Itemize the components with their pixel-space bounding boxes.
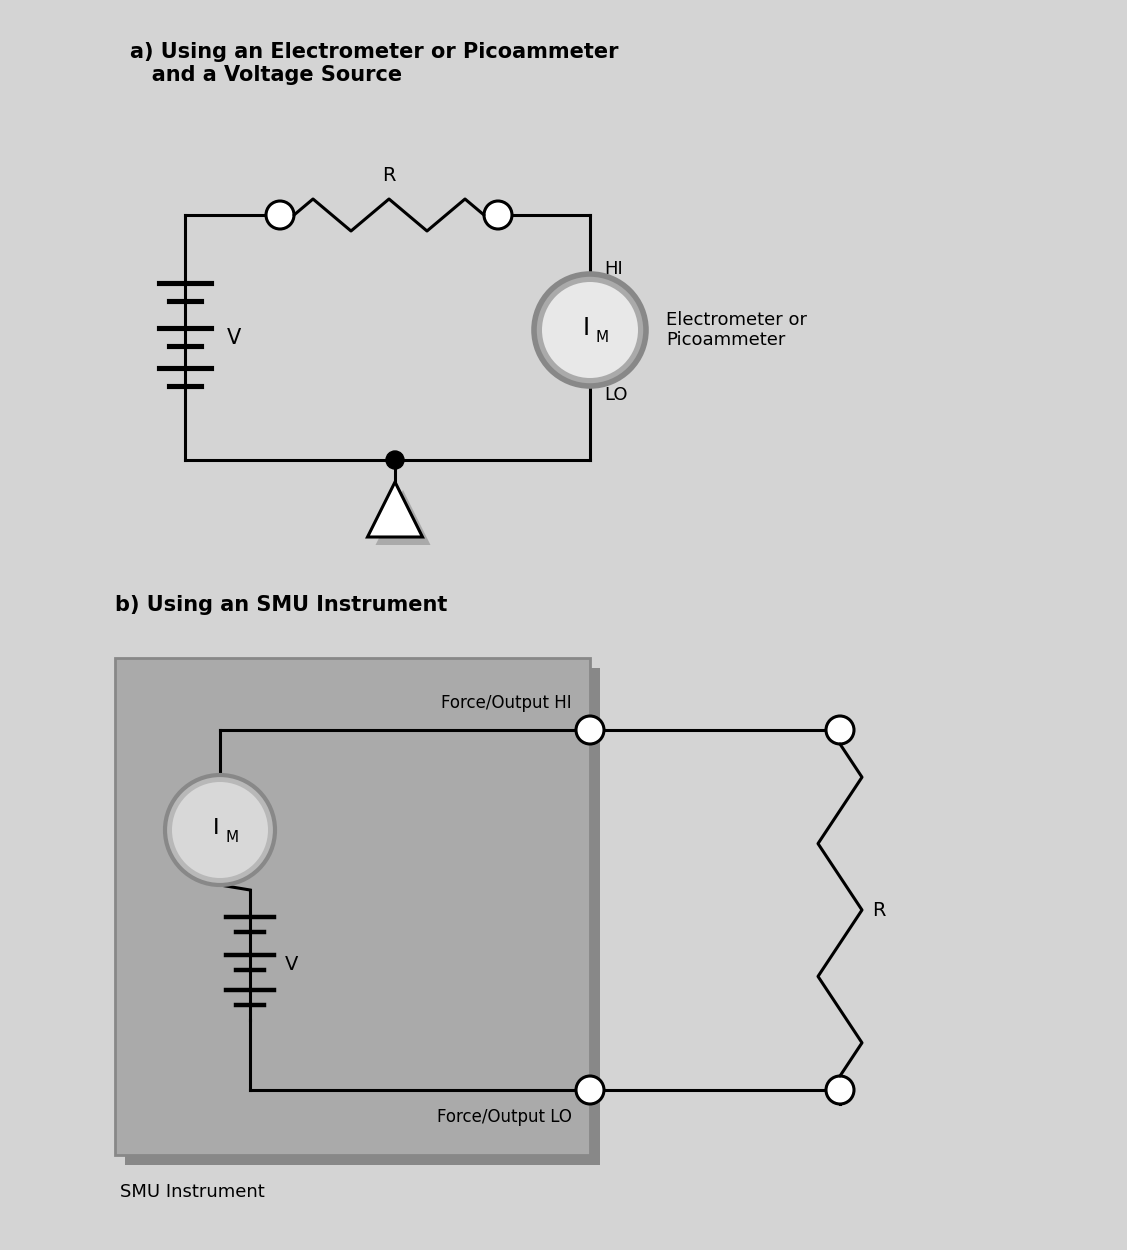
Text: I: I — [583, 316, 589, 340]
Text: M: M — [225, 830, 239, 845]
Circle shape — [165, 775, 275, 885]
Text: V: V — [227, 328, 241, 348]
Text: b) Using an SMU Instrument: b) Using an SMU Instrument — [115, 595, 447, 615]
Circle shape — [172, 782, 268, 878]
Circle shape — [826, 1076, 854, 1104]
Text: LO: LO — [604, 386, 628, 404]
Text: R: R — [382, 166, 396, 185]
Circle shape — [387, 451, 403, 469]
Text: HI: HI — [604, 260, 623, 278]
Text: Force/Output LO: Force/Output LO — [437, 1108, 573, 1126]
Text: V: V — [285, 955, 299, 975]
Text: Force/Output HI: Force/Output HI — [442, 694, 573, 712]
Text: SMU Instrument: SMU Instrument — [119, 1182, 265, 1201]
FancyBboxPatch shape — [115, 658, 591, 1155]
Text: R: R — [872, 900, 886, 920]
Polygon shape — [367, 482, 423, 538]
Circle shape — [483, 201, 512, 229]
Text: I: I — [213, 818, 220, 838]
Circle shape — [266, 201, 294, 229]
Circle shape — [576, 716, 604, 744]
Circle shape — [534, 274, 646, 386]
Text: Electrometer or
Picoammeter: Electrometer or Picoammeter — [666, 310, 807, 350]
Polygon shape — [375, 490, 431, 545]
Circle shape — [542, 282, 638, 378]
FancyBboxPatch shape — [125, 668, 600, 1165]
Text: a) Using an Electrometer or Picoammeter
   and a Voltage Source: a) Using an Electrometer or Picoammeter … — [130, 42, 619, 85]
Circle shape — [576, 1076, 604, 1104]
Circle shape — [826, 716, 854, 744]
Text: M: M — [595, 330, 609, 345]
